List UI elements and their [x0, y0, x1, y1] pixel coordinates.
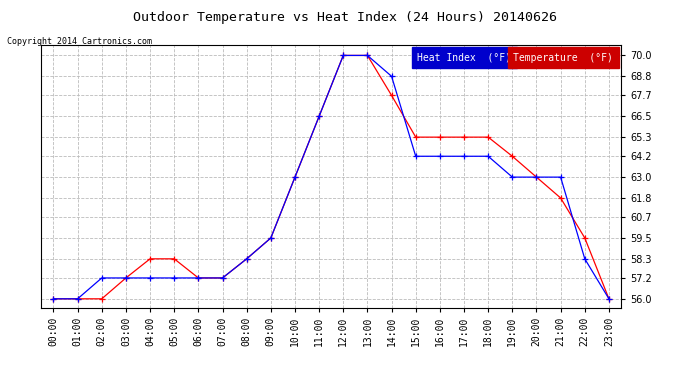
- Legend: Heat Index  (°F), Temperature  (°F): Heat Index (°F), Temperature (°F): [413, 50, 616, 66]
- Text: Copyright 2014 Cartronics.com: Copyright 2014 Cartronics.com: [7, 38, 152, 46]
- Text: Outdoor Temperature vs Heat Index (24 Hours) 20140626: Outdoor Temperature vs Heat Index (24 Ho…: [133, 11, 557, 24]
